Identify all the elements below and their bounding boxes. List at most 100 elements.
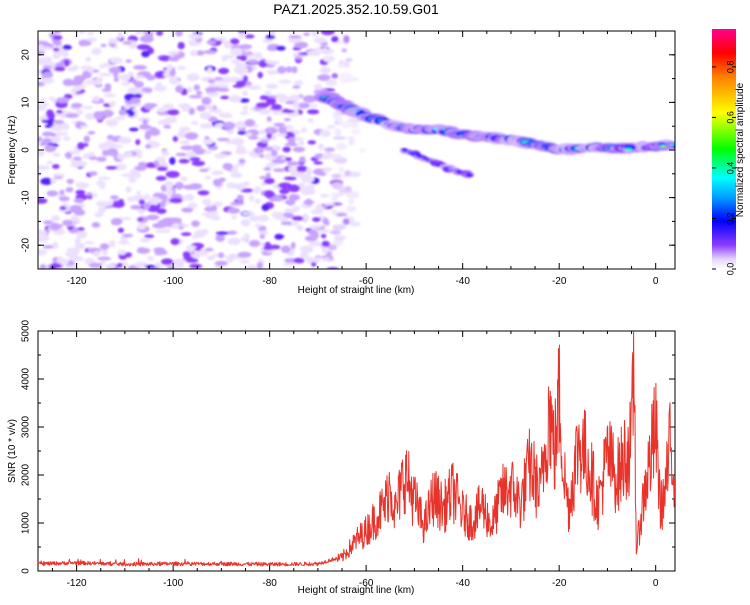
noise-blob — [188, 95, 203, 99]
noise-blob — [163, 181, 174, 186]
noise-blob — [339, 77, 353, 84]
noise-blob — [105, 119, 119, 127]
noise-blob — [323, 55, 335, 63]
noise-blob — [213, 77, 224, 81]
noise-blob — [265, 34, 276, 40]
noise-blob — [283, 176, 297, 181]
noise-blob — [272, 145, 279, 150]
noise-blob — [122, 233, 134, 238]
noise-blob — [130, 97, 141, 104]
noise-blob — [214, 37, 227, 41]
noise-blob — [265, 97, 277, 106]
noise-blob — [175, 85, 184, 93]
noise-blob — [288, 166, 298, 172]
noise-blob — [321, 246, 329, 254]
snr-y-tick-label: 1000 — [21, 511, 32, 534]
noise-blob — [48, 96, 55, 101]
noise-blob — [126, 196, 137, 202]
noise-blob — [256, 261, 263, 269]
noise-blob — [307, 118, 314, 123]
snr-x-tick-label: 0 — [653, 578, 659, 589]
noise-blob — [271, 211, 284, 218]
noise-blob — [46, 160, 54, 165]
noise-blob — [308, 188, 316, 195]
noise-blob — [286, 161, 300, 166]
noise-blob — [244, 34, 255, 39]
colorbar: 0.0 0.2 0.4 0.6 0.8 Normalized spectral ampl… — [712, 29, 746, 275]
noise-blob — [167, 109, 180, 116]
noise-blob — [144, 264, 156, 269]
noise-blob — [65, 113, 79, 118]
noise-blob — [245, 81, 253, 86]
noise-blob — [153, 247, 166, 253]
spectrogram-y-axis: 20 10 0 -10 -20 — [21, 30, 675, 270]
noise-blob — [166, 64, 174, 71]
noise-blob — [199, 123, 213, 129]
noise-blob — [59, 206, 67, 211]
noise-blob — [235, 149, 248, 155]
noise-blob — [42, 245, 54, 249]
noise-blob — [298, 104, 304, 109]
noise-blob — [154, 262, 161, 267]
noise-blob — [307, 50, 321, 57]
noise-blob — [202, 139, 214, 145]
noise-blob — [239, 33, 246, 38]
noise-blob — [97, 176, 111, 180]
page-title: PAZ1.2025.352.10.59.G01 — [273, 1, 439, 17]
noise-blob — [62, 219, 74, 226]
noise-blob — [210, 82, 217, 88]
noise-blob — [244, 132, 253, 137]
noise-blob — [78, 161, 88, 167]
noise-blob — [93, 96, 99, 101]
noise-blob — [51, 164, 60, 169]
noise-blob — [213, 201, 224, 207]
noise-blob — [220, 54, 235, 59]
noise-blob — [342, 218, 350, 225]
noise-blob — [52, 119, 65, 124]
noise-blob — [292, 216, 304, 221]
noise-blob — [70, 215, 79, 222]
noise-blob — [152, 222, 166, 229]
noise-blob — [218, 177, 226, 183]
noise-blob — [196, 249, 209, 256]
noise-blob — [40, 177, 53, 185]
snr-y-label: SNR (10 * v/v) — [7, 419, 18, 483]
noise-blob — [230, 201, 245, 206]
noise-blob — [113, 77, 119, 82]
noise-blob — [237, 251, 252, 258]
noise-blob — [290, 241, 296, 250]
noise-blob — [235, 62, 246, 69]
noise-blob — [261, 203, 270, 212]
noise-blob — [258, 108, 271, 115]
noise-blob — [75, 109, 84, 116]
noise-blob — [54, 131, 69, 136]
noise-blob — [52, 173, 66, 177]
noise-blob — [155, 86, 166, 92]
noise-blob — [117, 249, 127, 255]
noise-blob — [193, 84, 201, 91]
noise-blob — [294, 80, 304, 86]
noise-blob — [223, 41, 233, 49]
noise-blob — [331, 173, 342, 179]
noise-blob — [221, 58, 227, 62]
noise-blob — [185, 151, 197, 159]
noise-blob — [43, 220, 53, 225]
noise-blob — [253, 146, 265, 154]
noise-blob — [108, 242, 116, 248]
noise-blob — [322, 257, 331, 262]
noise-blob — [346, 191, 360, 199]
noise-blob — [85, 56, 92, 63]
snr-y-tick-label: 4000 — [21, 367, 32, 390]
noise-blob — [215, 231, 229, 235]
noise-blob — [67, 82, 82, 86]
noise-blob — [138, 161, 147, 167]
noise-blob — [98, 63, 105, 69]
noise-blob — [285, 157, 292, 162]
noise-blob — [191, 121, 199, 126]
noise-blob — [164, 117, 178, 124]
colorbar-gradient — [712, 29, 736, 269]
noise-blob — [74, 209, 86, 216]
noise-blob — [243, 75, 248, 82]
noise-blob — [202, 198, 212, 206]
noise-blob — [113, 73, 119, 78]
